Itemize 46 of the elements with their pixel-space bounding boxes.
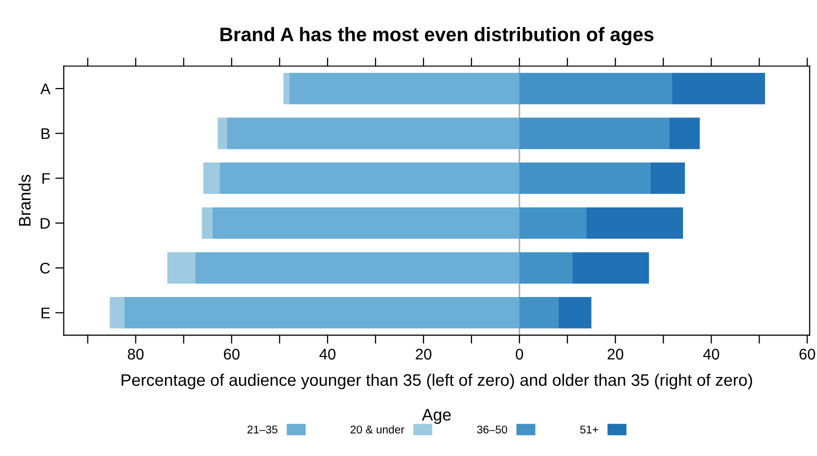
bar: [519, 162, 650, 194]
bar: [202, 207, 212, 239]
x-tick-label: 40: [703, 348, 720, 360]
bar: [226, 118, 520, 150]
y-axis-title: Brands: [18, 174, 31, 226]
y-tick-label: D: [40, 218, 50, 229]
legend-title: Age: [422, 408, 451, 424]
x-tick-label: 60: [800, 348, 816, 360]
y-tick-label: C: [40, 262, 50, 274]
bar: [283, 72, 290, 104]
bar: [558, 297, 592, 328]
bar: [519, 72, 672, 104]
bar: [167, 252, 196, 284]
bar: [203, 162, 220, 194]
bar: [669, 118, 700, 150]
bar: [519, 252, 572, 284]
x-tick-label: 60: [224, 348, 240, 360]
y-tick-label: F: [42, 173, 50, 184]
bar: [110, 297, 124, 328]
x-axis-title: Percentage of audience younger than 35 (left of zero) and older than 35 (right of zero): [122, 374, 752, 390]
legend-label: 20 & under: [350, 425, 404, 434]
x-tick-label: 0: [516, 348, 524, 360]
bar: [572, 252, 649, 284]
bar: [672, 72, 766, 104]
bar: [519, 207, 586, 239]
chart-title: Brand A has the most even distribution of ages: [220, 27, 654, 46]
y-tick-label: B: [42, 128, 50, 139]
x-tick-label: 20: [416, 348, 432, 360]
bar: [212, 207, 520, 239]
legend-label: 36–50: [477, 426, 508, 434]
bar: [195, 252, 520, 284]
bar: [220, 162, 520, 194]
x-tick-label: 40: [319, 348, 336, 360]
bar: [586, 207, 684, 239]
bar: [519, 118, 670, 150]
legend-label: 21–35: [248, 426, 278, 434]
legend-label: 51+: [580, 426, 598, 434]
x-tick-label: 80: [128, 348, 144, 360]
bar: [650, 162, 685, 194]
bar: [218, 118, 227, 150]
bar: [519, 297, 558, 328]
bar: [124, 297, 520, 328]
y-tick-label: E: [42, 308, 50, 318]
y-tick-label: A: [40, 84, 50, 94]
x-tick-label: 20: [608, 348, 624, 360]
bar: [289, 72, 520, 104]
